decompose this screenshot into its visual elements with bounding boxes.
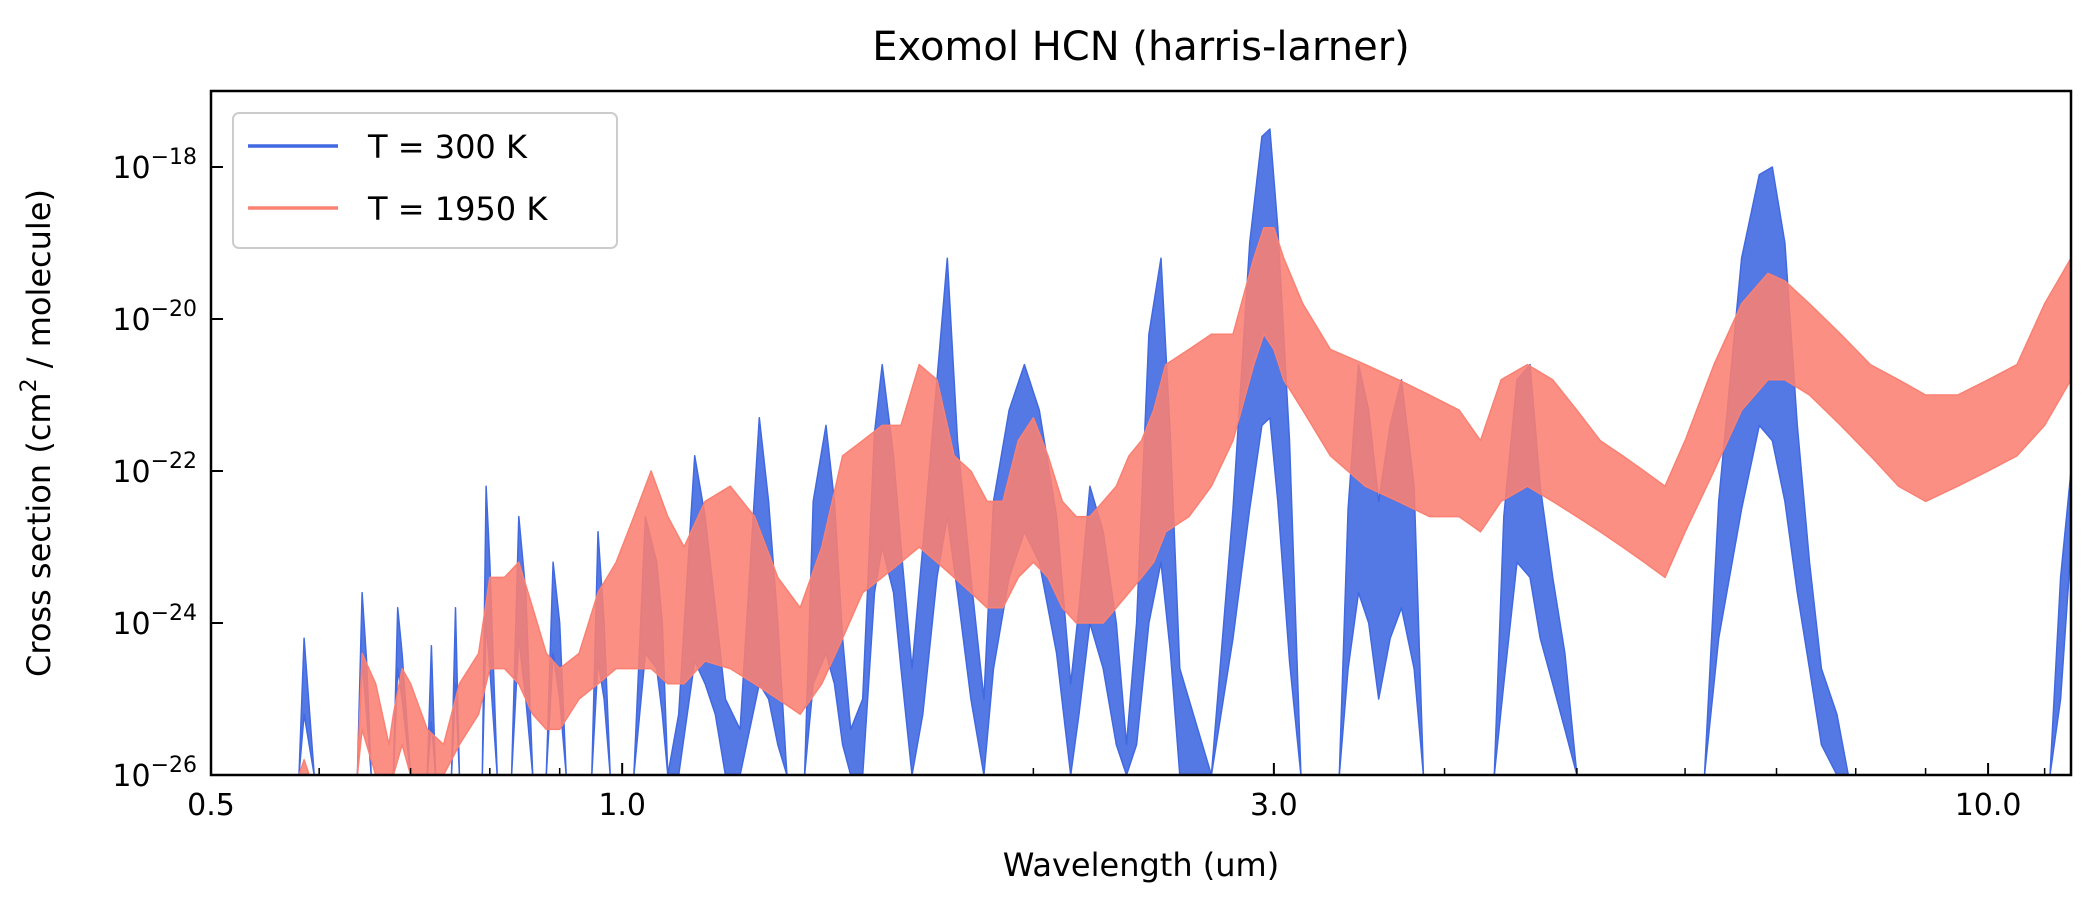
y-axis-label-suffix: / molecule) xyxy=(20,189,58,378)
x-tick-label: 1.0 xyxy=(598,788,646,823)
series-1950k-band xyxy=(298,227,2071,775)
x-tick-label: 3.0 xyxy=(1250,788,1298,823)
y-tick-label: 10−20 xyxy=(112,297,197,338)
legend-label-300k: T = 300 K xyxy=(367,128,528,166)
y-axis-label: Cross section (cm2 / molecule) xyxy=(17,189,58,677)
y-tick-label: 10−24 xyxy=(112,601,197,642)
chart-title: Exomol HCN (harris-larner) xyxy=(872,24,1410,70)
legend-label-1950k: T = 1950 K xyxy=(367,190,548,228)
legend: T = 300 K T = 1950 K xyxy=(232,112,618,249)
x-tick-label: 10.0 xyxy=(1955,788,2022,823)
plot-frame xyxy=(209,89,2073,777)
y-axis-label-prefix: Cross section (cm xyxy=(20,392,58,677)
y-tick-label: 10−26 xyxy=(112,753,197,794)
series-layer xyxy=(298,128,2071,775)
y-axis-label-superscript: 2 xyxy=(17,378,42,392)
x-tick-label: 0.5 xyxy=(187,788,235,823)
x-axis-label: Wavelength (um) xyxy=(1003,846,1279,884)
y-tick-label: 10−22 xyxy=(112,449,197,490)
axis-ticks: 0.5 1.0 3.0 10.0 10−26 10−24 10−22 10−20 10−18 xyxy=(112,145,2046,823)
y-tick-label: 10−18 xyxy=(112,145,197,186)
